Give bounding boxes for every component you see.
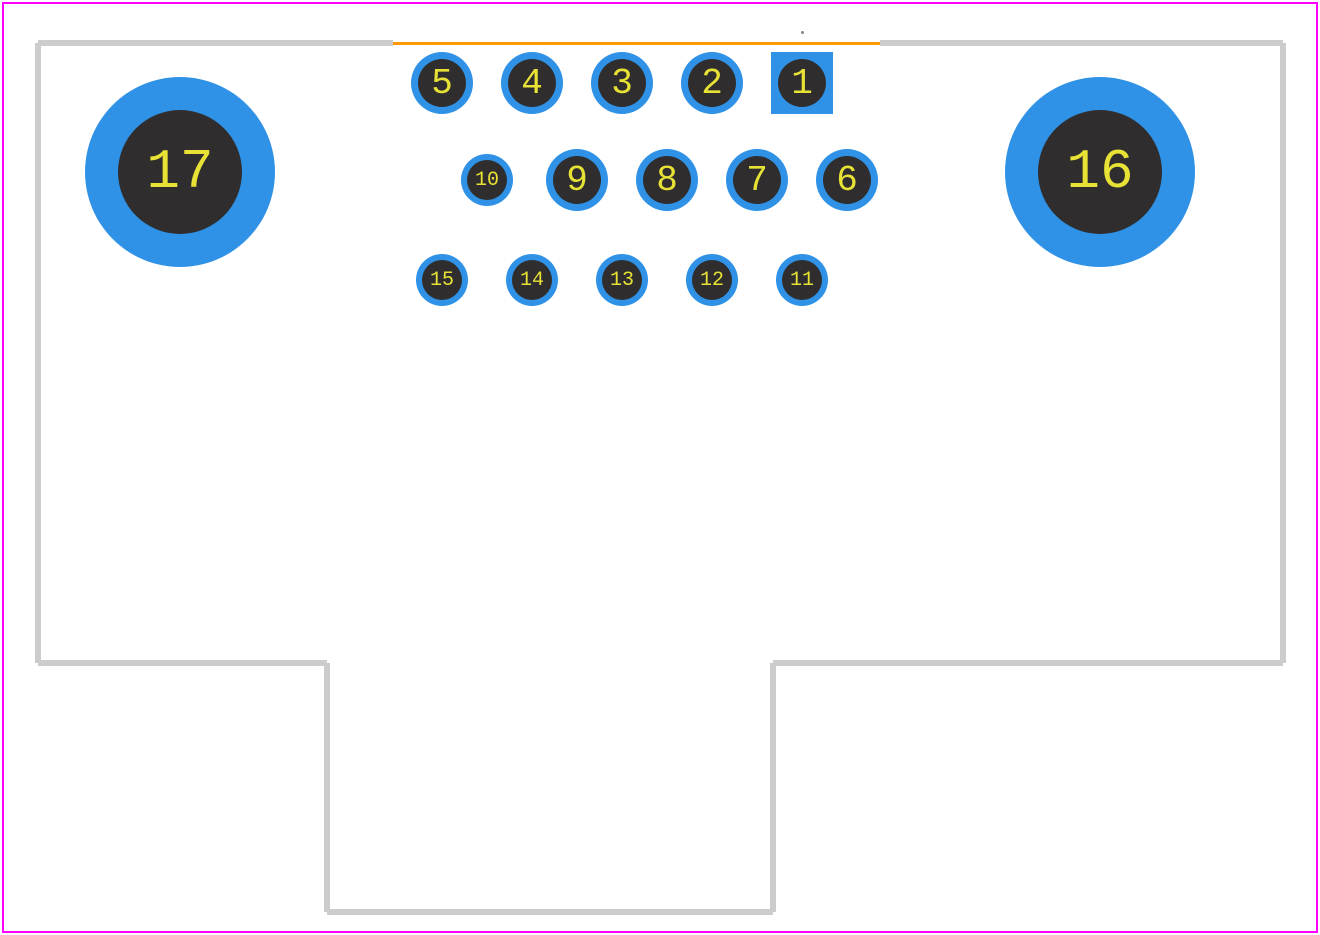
silk-top-left [38, 40, 393, 46]
pad-label-7: 7 [746, 160, 768, 201]
silk-left [35, 43, 41, 663]
pad-11: 11 [776, 254, 828, 306]
pad-9: 9 [546, 149, 608, 211]
pad-label-4: 4 [521, 63, 543, 104]
pad-label-6: 6 [836, 160, 858, 201]
pin1-marker-dot [801, 31, 804, 34]
pad-hole-1: 1 [778, 59, 826, 107]
pad-label-14: 14 [520, 269, 544, 292]
pad-label-5: 5 [431, 63, 453, 104]
pad-label-15: 15 [430, 269, 454, 292]
pad-label-10: 10 [475, 169, 499, 192]
silk-tab-left [324, 663, 330, 912]
pad-hole-6: 6 [823, 156, 871, 204]
silk-tab-right [770, 663, 776, 912]
pad-label-11: 11 [790, 269, 814, 292]
top-accent-line [393, 42, 880, 45]
silk-top-right [880, 40, 1283, 46]
pad-hole-16: 16 [1038, 110, 1162, 234]
pad-17: 17 [85, 77, 275, 267]
pad-label-1: 1 [791, 63, 813, 104]
pad-12: 12 [686, 254, 738, 306]
footprint-canvas: 1234567891011121314151617 [0, 0, 1320, 935]
pad-hole-7: 7 [733, 156, 781, 204]
pad-label-12: 12 [700, 269, 724, 292]
pad-hole-17: 17 [118, 110, 242, 234]
pad-hole-10: 10 [467, 160, 507, 200]
pad-label-13: 13 [610, 269, 634, 292]
pad-15: 15 [416, 254, 468, 306]
pad-label-2: 2 [701, 63, 723, 104]
pad-7: 7 [726, 149, 788, 211]
pad-5: 5 [411, 52, 473, 114]
pad-hole-5: 5 [418, 59, 466, 107]
pad-1: 1 [771, 52, 833, 114]
pad-label-8: 8 [656, 160, 678, 201]
silk-bottom-left [38, 660, 327, 666]
pad-13: 13 [596, 254, 648, 306]
pad-hole-3: 3 [598, 59, 646, 107]
pad-16: 16 [1005, 77, 1195, 267]
pad-hole-12: 12 [692, 260, 732, 300]
pad-6: 6 [816, 149, 878, 211]
pad-hole-4: 4 [508, 59, 556, 107]
silk-tab-bottom [327, 909, 773, 915]
pad-hole-13: 13 [602, 260, 642, 300]
pad-10: 10 [461, 154, 513, 206]
pad-2: 2 [681, 52, 743, 114]
silk-right [1280, 43, 1286, 663]
pad-hole-8: 8 [643, 156, 691, 204]
pad-label-3: 3 [611, 63, 633, 104]
pad-hole-14: 14 [512, 260, 552, 300]
pad-hole-11: 11 [782, 260, 822, 300]
pad-label-9: 9 [566, 160, 588, 201]
pad-hole-9: 9 [553, 156, 601, 204]
silk-bottom-right [773, 660, 1283, 666]
pad-hole-2: 2 [688, 59, 736, 107]
pad-3: 3 [591, 52, 653, 114]
pad-label-16: 16 [1066, 140, 1133, 204]
pad-4: 4 [501, 52, 563, 114]
pad-8: 8 [636, 149, 698, 211]
pad-label-17: 17 [146, 140, 213, 204]
pad-hole-15: 15 [422, 260, 462, 300]
pad-14: 14 [506, 254, 558, 306]
